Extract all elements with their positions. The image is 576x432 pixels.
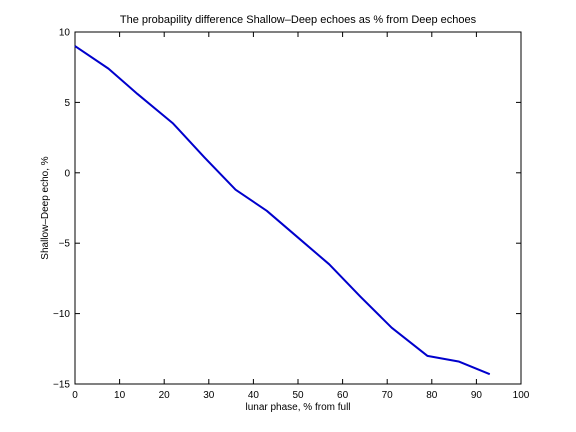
x-tick-label: 10 [114, 390, 126, 401]
y-tick-label: −5 [59, 239, 71, 250]
chart-title: The probapility difference Shallow–Deep … [120, 14, 477, 26]
x-tick-label: 50 [292, 390, 304, 401]
x-tick-label: 40 [248, 390, 260, 401]
y-tick-label: 0 [64, 168, 70, 179]
y-tick-label: −15 [53, 380, 70, 391]
x-tick-label: 20 [159, 390, 171, 401]
x-tick-label: 80 [426, 390, 438, 401]
x-tick-label: 60 [337, 390, 349, 401]
axis-ticks [74, 31, 522, 385]
series-layer [74, 45, 491, 376]
x-tick-labels: 0 10 20 30 40 50 60 70 80 90 100 [72, 390, 530, 401]
x-tick-label: 70 [382, 390, 394, 401]
x-tick-label: 100 [513, 390, 530, 401]
x-tick-label: 90 [471, 390, 483, 401]
y-tick-label: −10 [53, 309, 70, 320]
y-tick-labels: −15 −10 −5 0 5 10 [53, 28, 70, 391]
x-axis-label: lunar phase, % from full [245, 402, 350, 413]
plot-area [74, 31, 522, 385]
y-tick-label: 5 [64, 98, 70, 109]
y-tick-label: 10 [59, 28, 71, 39]
x-tick-label: 30 [203, 390, 215, 401]
series-line [74, 45, 491, 376]
y-axis-label: Shallow–Deep echo, % [40, 156, 51, 260]
x-tick-label: 0 [72, 390, 78, 401]
